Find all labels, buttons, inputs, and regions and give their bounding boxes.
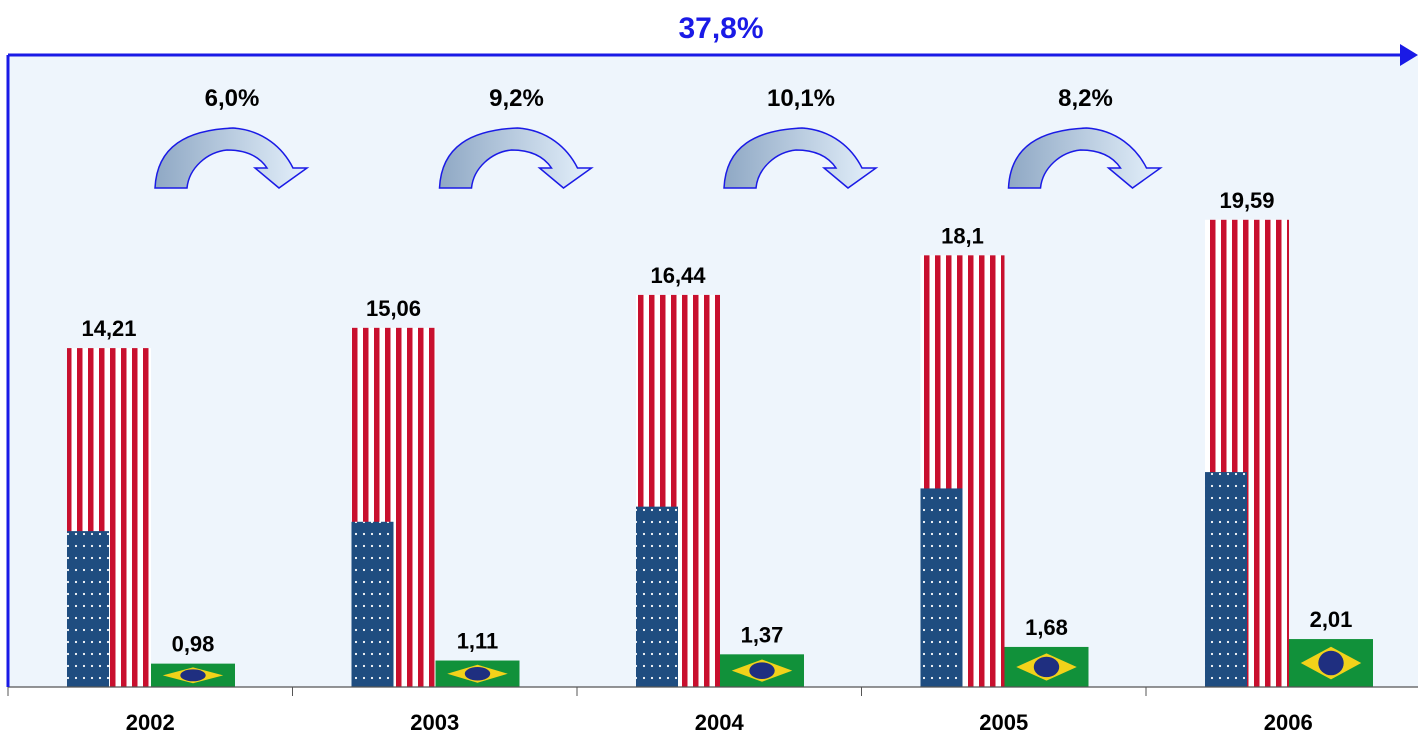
x-tick-label-2002: 2002 <box>126 710 175 735</box>
growth-label-2: 10,1% <box>767 85 835 112</box>
growth-label-1: 9,2% <box>489 85 544 112</box>
value-label-brazil-2002: 0,98 <box>172 632 215 657</box>
total-growth-arrow-head <box>1400 44 1418 66</box>
growth-arrow-2 <box>723 127 879 189</box>
value-label-brazil-2004: 1,37 <box>741 622 784 647</box>
value-label-brazil-2006: 2,01 <box>1310 607 1353 632</box>
bar-usa-2003 <box>351 327 436 687</box>
bar-brazil-2002 <box>151 663 235 687</box>
x-tick-labels: 2002 2003 2004 2005 2006 <box>126 710 1313 735</box>
growth-arrow-1 <box>438 127 594 189</box>
x-tick-label-2005: 2005 <box>979 710 1028 735</box>
x-tick-label-2004: 2004 <box>695 710 745 735</box>
growth-label-0: 6,0% <box>205 85 260 112</box>
value-label-brazil-2005: 1,68 <box>1025 615 1068 640</box>
growth-arrow-0 <box>154 127 310 189</box>
x-tick-label-2006: 2006 <box>1264 710 1313 735</box>
bar-brazil-2003 <box>435 660 520 687</box>
growth-arrow-3 <box>1007 127 1163 189</box>
growth-label-3: 8,2% <box>1058 85 1113 112</box>
bar-brazil-2006 <box>1289 639 1373 687</box>
value-labels: 14,21 0,98 15,06 1,11 16,44 1,37 18,1 1,68 19,59… <box>81 188 1352 657</box>
value-label-usa-2006: 19,59 <box>1219 188 1274 213</box>
bar-brazil-2004 <box>720 654 804 687</box>
x-tick-label-2003: 2003 <box>410 710 459 735</box>
x-ticks <box>7 687 1147 696</box>
bar-usa-2002 <box>67 348 151 687</box>
growth-arrows: 6,0% 9,2% 10,1% 8,2% <box>154 85 1163 189</box>
value-label-brazil-2003: 1,11 <box>457 629 499 654</box>
value-label-usa-2005: 18,1 <box>941 223 984 248</box>
total-growth-label: 37,8% <box>678 12 763 45</box>
bar-usa-2006 <box>1205 219 1289 687</box>
value-label-usa-2002: 14,21 <box>81 316 136 341</box>
value-label-usa-2004: 16,44 <box>650 263 706 288</box>
value-label-usa-2003: 15,06 <box>366 296 421 321</box>
bars <box>67 219 1373 687</box>
bar-brazil-2005 <box>1004 646 1089 687</box>
bar-usa-2005 <box>920 255 1005 687</box>
bar-usa-2004 <box>636 294 720 687</box>
